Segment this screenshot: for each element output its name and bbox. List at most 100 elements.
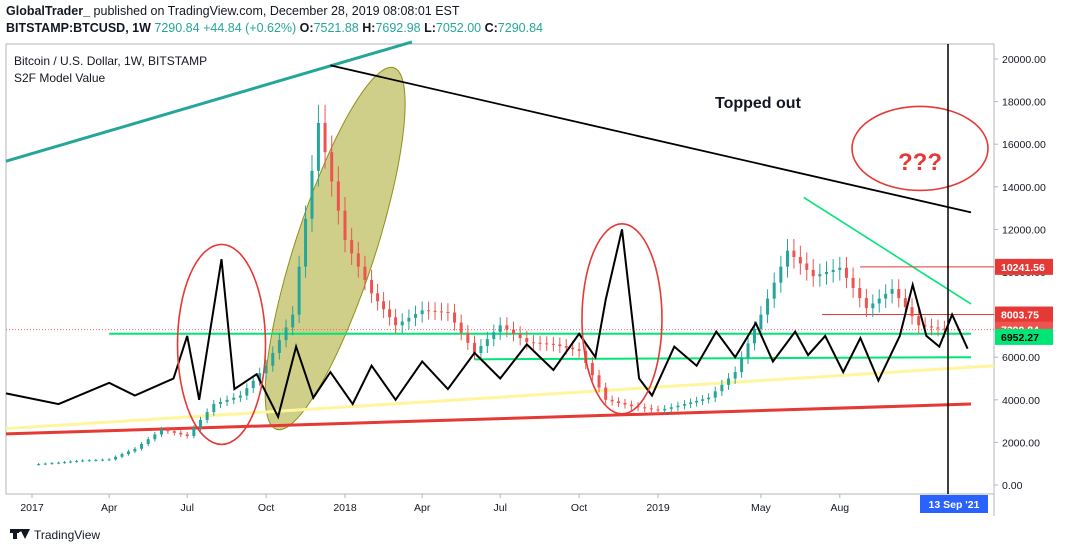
candle-body	[851, 277, 855, 288]
candle-body	[669, 407, 673, 409]
red-circle-annotations	[176, 105, 989, 446]
bull-run-ellipse	[264, 66, 406, 431]
high-value: 7692.98	[375, 21, 421, 35]
candle-body	[604, 387, 608, 400]
candle-body	[917, 316, 921, 326]
time-tick-label: Jul	[493, 502, 506, 514]
candle-body	[185, 434, 189, 437]
candle-body	[610, 399, 614, 402]
candle-body	[87, 460, 91, 462]
candle-body	[707, 397, 711, 400]
candle-body	[153, 434, 157, 440]
candle-body	[291, 314, 295, 328]
price-change: +44.84 (+0.62%)	[203, 21, 297, 35]
red-circle	[176, 243, 267, 446]
candle-body	[701, 399, 705, 401]
candle-body	[831, 269, 835, 272]
time-tick-label: Jul	[180, 502, 193, 514]
question-annotation: ???	[898, 149, 942, 176]
candle-body	[485, 339, 489, 347]
candle-body	[551, 343, 555, 345]
candle-body	[805, 263, 809, 270]
candle-body	[101, 459, 105, 461]
candle-body	[363, 266, 367, 280]
candle-body	[336, 181, 340, 211]
candle-body	[466, 332, 470, 343]
candle-body	[427, 310, 431, 312]
candle-body	[238, 395, 242, 398]
candle-body	[538, 342, 542, 344]
candle-body	[577, 349, 581, 351]
candle-body	[297, 266, 301, 315]
candle-body	[251, 380, 255, 389]
price-tick-label: 4000.00	[1002, 395, 1040, 407]
candle-body	[414, 314, 418, 318]
candle-body	[316, 122, 320, 171]
candle-body	[453, 312, 457, 323]
trendline-lower	[5, 402, 972, 436]
candle-body	[727, 378, 731, 385]
candle-body	[75, 461, 79, 463]
candle-body	[597, 375, 601, 388]
time-tick-label: Oct	[258, 502, 274, 514]
candle-body	[571, 347, 575, 350]
candle-body	[446, 311, 450, 313]
candle-body	[649, 408, 653, 410]
candle-body	[394, 317, 398, 326]
candle-body	[43, 463, 47, 465]
time-axis[interactable]: 2017 Apr Jul Oct 2018 Apr Jul Oct 2019 May Aug	[20, 494, 849, 514]
candle-body	[923, 325, 927, 327]
candle-body	[825, 272, 829, 275]
candle-body	[617, 401, 621, 403]
candle-body	[713, 391, 717, 398]
candle-body	[63, 462, 67, 464]
yellow-trendline	[5, 364, 995, 431]
time-tick-label: 2019	[646, 502, 670, 514]
candle-body	[512, 329, 516, 334]
candle-body	[884, 293, 888, 299]
candle-body	[264, 365, 268, 374]
price-series	[37, 104, 946, 466]
candle-body	[663, 408, 667, 411]
time-tick-label: 2018	[333, 502, 357, 514]
candle-body	[792, 250, 796, 258]
price-label-text: 8003.75	[1001, 310, 1039, 322]
candle-body	[877, 298, 881, 304]
candle-body	[107, 459, 111, 461]
time-tick-label: Apr	[414, 502, 431, 514]
cursor-date-box	[920, 495, 988, 513]
time-tick-label: Aug	[830, 502, 849, 514]
candle-body	[126, 451, 130, 455]
footer-brand[interactable]: TradingView	[34, 528, 101, 542]
candle-body	[871, 303, 875, 309]
candle-body	[564, 346, 568, 348]
candle-body	[400, 321, 404, 326]
trendline-support2	[474, 356, 972, 361]
candle-body	[459, 322, 463, 333]
low-value: 7052.00	[435, 21, 482, 35]
high-label: H:	[362, 21, 376, 35]
candle-body	[343, 210, 347, 241]
price-tick-label: 6000.00	[1002, 352, 1040, 364]
candle-body	[350, 240, 354, 254]
candle-body	[779, 266, 783, 283]
candle-body	[629, 404, 633, 407]
open-label: O:	[299, 21, 314, 35]
candle-body	[531, 342, 535, 344]
candle-body	[492, 332, 496, 340]
time-tick-label: 2017	[20, 502, 44, 514]
candle-body	[172, 431, 176, 433]
candle-body	[772, 282, 776, 299]
candle-body	[838, 267, 842, 270]
candle-body	[505, 325, 509, 330]
price-tick-label: 18000.00	[1002, 97, 1046, 109]
candle-body	[733, 372, 737, 379]
price-tick-label: 20000.00	[1002, 54, 1046, 66]
candle-body	[376, 293, 380, 302]
candle-body	[683, 404, 687, 406]
candle-body	[433, 310, 437, 312]
candle-body	[159, 429, 163, 435]
author-name[interactable]: GlobalTrader_	[6, 4, 91, 18]
footer: TradingView	[10, 528, 100, 542]
